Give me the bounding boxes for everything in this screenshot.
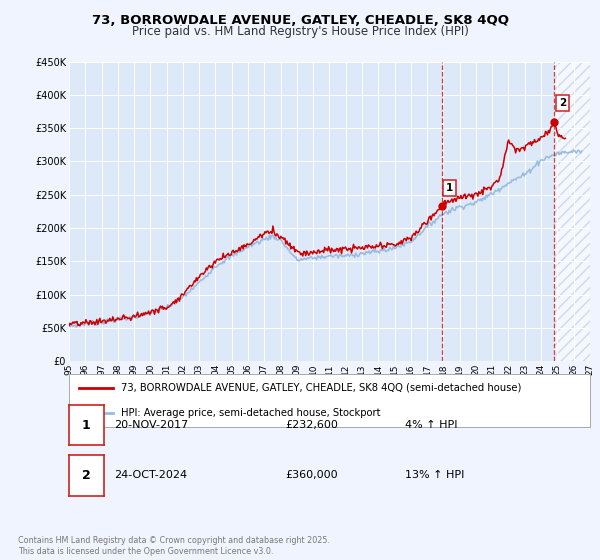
Text: £232,600: £232,600 xyxy=(285,420,338,430)
Text: 73, BORROWDALE AVENUE, GATLEY, CHEADLE, SK8 4QQ: 73, BORROWDALE AVENUE, GATLEY, CHEADLE, … xyxy=(91,14,509,27)
Text: 4% ↑ HPI: 4% ↑ HPI xyxy=(405,420,458,430)
Text: 1: 1 xyxy=(82,418,91,432)
Text: Price paid vs. HM Land Registry's House Price Index (HPI): Price paid vs. HM Land Registry's House … xyxy=(131,25,469,38)
Text: Contains HM Land Registry data © Crown copyright and database right 2025.
This d: Contains HM Land Registry data © Crown c… xyxy=(18,536,330,556)
Text: £360,000: £360,000 xyxy=(285,470,338,480)
Text: 24-OCT-2024: 24-OCT-2024 xyxy=(114,470,187,480)
Text: 1: 1 xyxy=(446,183,454,193)
Text: 2: 2 xyxy=(82,469,91,482)
Bar xyxy=(554,62,590,361)
Text: 2: 2 xyxy=(559,98,566,108)
Text: 73, BORROWDALE AVENUE, GATLEY, CHEADLE, SK8 4QQ (semi-detached house): 73, BORROWDALE AVENUE, GATLEY, CHEADLE, … xyxy=(121,383,521,393)
Text: HPI: Average price, semi-detached house, Stockport: HPI: Average price, semi-detached house,… xyxy=(121,408,380,418)
Text: 20-NOV-2017: 20-NOV-2017 xyxy=(114,420,188,430)
Text: 13% ↑ HPI: 13% ↑ HPI xyxy=(405,470,464,480)
